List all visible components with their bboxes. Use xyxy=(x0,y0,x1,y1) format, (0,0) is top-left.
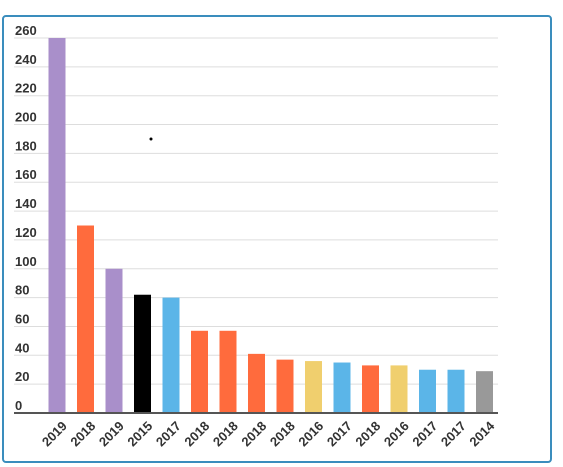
x-tick-label: 2015 xyxy=(124,418,155,449)
x-tick-label: 2018 xyxy=(352,418,383,449)
grid-lines xyxy=(14,37,498,385)
y-tick-label: 180 xyxy=(15,138,37,153)
x-tick-label: 2017 xyxy=(324,418,355,449)
y-tick-label: 0 xyxy=(15,398,22,413)
bar xyxy=(390,365,408,413)
x-tick-label: 2019 xyxy=(39,418,70,449)
y-tick-label: 160 xyxy=(15,167,37,182)
y-tick-label: 140 xyxy=(15,196,37,211)
y-tick-label: 260 xyxy=(15,23,37,38)
y-tick-label: 200 xyxy=(15,110,37,125)
bar xyxy=(276,359,294,413)
x-tick-label: 2016 xyxy=(381,418,412,449)
stray-dot xyxy=(149,137,153,141)
y-tick-label: 100 xyxy=(15,254,37,269)
bars xyxy=(48,38,493,413)
bar xyxy=(191,330,208,413)
bar xyxy=(419,369,436,413)
y-tick-label: 80 xyxy=(15,283,29,298)
x-tick-label: 2017 xyxy=(438,418,469,449)
bar xyxy=(447,369,465,413)
bar xyxy=(219,330,237,413)
y-tick-label: 40 xyxy=(15,340,29,355)
x-tick-label: 2018 xyxy=(67,418,98,449)
x-tick-label: 2018 xyxy=(238,418,269,449)
bar xyxy=(305,361,322,413)
bar xyxy=(77,225,94,413)
x-tick-label: 2017 xyxy=(409,418,440,449)
bar xyxy=(162,297,180,413)
bar xyxy=(48,38,66,413)
bar xyxy=(105,268,123,413)
y-tick-label: 220 xyxy=(15,81,37,96)
bar xyxy=(476,371,493,413)
x-axis-ticks: 2019201820192015201720182018201820182016… xyxy=(39,418,498,450)
y-axis-ticks: 0 20 40 60 80 100 120 140 160 180 200 220 240 260 xyxy=(15,23,37,413)
x-tick-label: 2018 xyxy=(210,418,241,449)
y-tick-label: 60 xyxy=(15,311,29,326)
bar xyxy=(134,294,151,413)
x-tick-label: 2018 xyxy=(181,418,212,449)
x-tick-label: 2017 xyxy=(153,418,184,449)
y-tick-label: 240 xyxy=(15,52,37,67)
x-tick-label: 2019 xyxy=(96,418,127,449)
x-tick-label: 2014 xyxy=(466,418,498,450)
bar xyxy=(333,362,351,413)
bar xyxy=(362,365,379,413)
x-tick-label: 2018 xyxy=(267,418,298,449)
x-tick-label: 2016 xyxy=(295,418,326,449)
y-tick-label: 120 xyxy=(15,225,37,240)
y-tick-label: 20 xyxy=(15,369,29,384)
bar xyxy=(248,353,265,413)
